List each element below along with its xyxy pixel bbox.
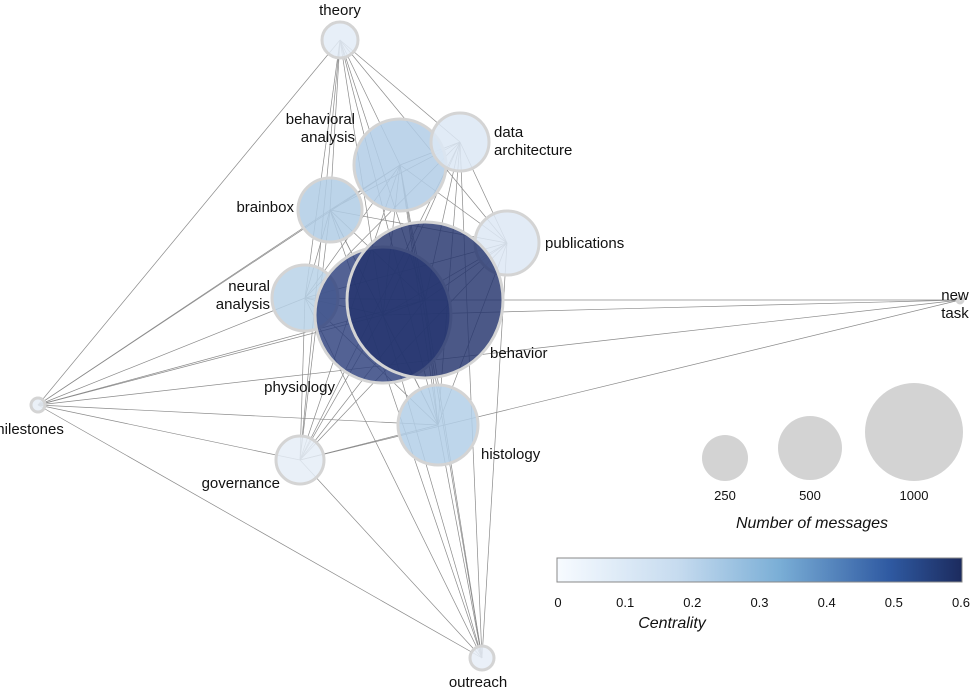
label-new-task: new task (941, 287, 969, 322)
colorbar-tick-label: 0.1 (616, 595, 634, 610)
label-line: analysis (301, 129, 355, 146)
size-legend-circle-500 (778, 416, 842, 480)
edge-th-go (299, 39, 341, 461)
node-data-architecture[interactable] (429, 111, 491, 173)
colorbar (556, 557, 963, 583)
colorbar-tick-label: 0 (554, 595, 561, 610)
label-line: governance (202, 475, 280, 492)
colorbar-tick-label: 0.2 (683, 595, 701, 610)
label-behavior: behavior (490, 345, 548, 362)
label-line: task (941, 305, 969, 322)
label-line: outreach (449, 674, 507, 691)
label-line: data (494, 124, 524, 141)
color-legend: 0 0.1 0.2 0.3 0.4 0.5 0.6 Centrality (554, 557, 970, 632)
node-governance[interactable] (274, 434, 326, 486)
node-milestones[interactable] (29, 396, 47, 414)
edge-nt-mi (37, 299, 961, 406)
size-legend-label-1000: 1000 (900, 488, 929, 503)
size-legend-circle-250 (702, 435, 748, 481)
node-brainbox[interactable] (296, 176, 364, 244)
label-publications: publications (545, 235, 624, 252)
label-line: brainbox (236, 199, 294, 216)
label-line: physiology (264, 379, 335, 396)
label-theory: theory (319, 2, 361, 19)
label-physiology: physiology (264, 379, 335, 396)
edge-na-mi (37, 297, 306, 406)
label-line: neural (228, 278, 270, 295)
node-histology[interactable] (396, 383, 480, 467)
node-outreach[interactable] (468, 644, 496, 672)
node-behavior[interactable] (345, 220, 505, 380)
label-line: new (941, 287, 969, 304)
edge-mi-go (37, 404, 301, 461)
label-line: milestones (0, 421, 64, 438)
label-line: behavioral (286, 111, 355, 128)
label-line: histology (481, 446, 541, 463)
label-milestones: milestones (0, 421, 64, 438)
label-line: publications (545, 235, 624, 252)
label-governance: governance (202, 475, 280, 492)
colorbar-tick-label: 0.5 (885, 595, 903, 610)
edge-th-na (304, 39, 341, 299)
label-line: theory (319, 2, 361, 19)
edge-go-ou (299, 459, 483, 659)
label-line: behavior (490, 345, 548, 362)
colorbar-tick-label: 0.3 (750, 595, 768, 610)
label-neural-analysis: neural analysis (216, 278, 270, 313)
color-legend-title: Centrality (638, 615, 707, 632)
colorbar-tick-label: 0.4 (818, 595, 836, 610)
edge-th-mi (37, 39, 341, 406)
label-histology: histology (481, 446, 541, 463)
colorbar-tick-label: 0.6 (952, 595, 970, 610)
node-theory[interactable] (320, 20, 360, 60)
label-behavioral-analysis: behavioral analysis (286, 111, 355, 146)
size-legend: 250 500 1000 Number of messages (702, 383, 963, 532)
edge-mi-ou (37, 404, 483, 659)
edge-mi-hi (37, 404, 439, 426)
label-line: architecture (494, 142, 572, 159)
edge-bb-mi (37, 209, 331, 406)
label-line: analysis (216, 296, 270, 313)
size-legend-label-250: 250 (714, 488, 736, 503)
label-data-architecture: data architecture (494, 124, 572, 159)
label-outreach: outreach (449, 674, 507, 691)
nodes (29, 20, 965, 672)
size-legend-title: Number of messages (736, 515, 888, 532)
label-brainbox: brainbox (236, 199, 294, 216)
node-new-task[interactable] (955, 295, 965, 305)
size-legend-circle-1000 (865, 383, 963, 481)
size-legend-label-500: 500 (799, 488, 821, 503)
